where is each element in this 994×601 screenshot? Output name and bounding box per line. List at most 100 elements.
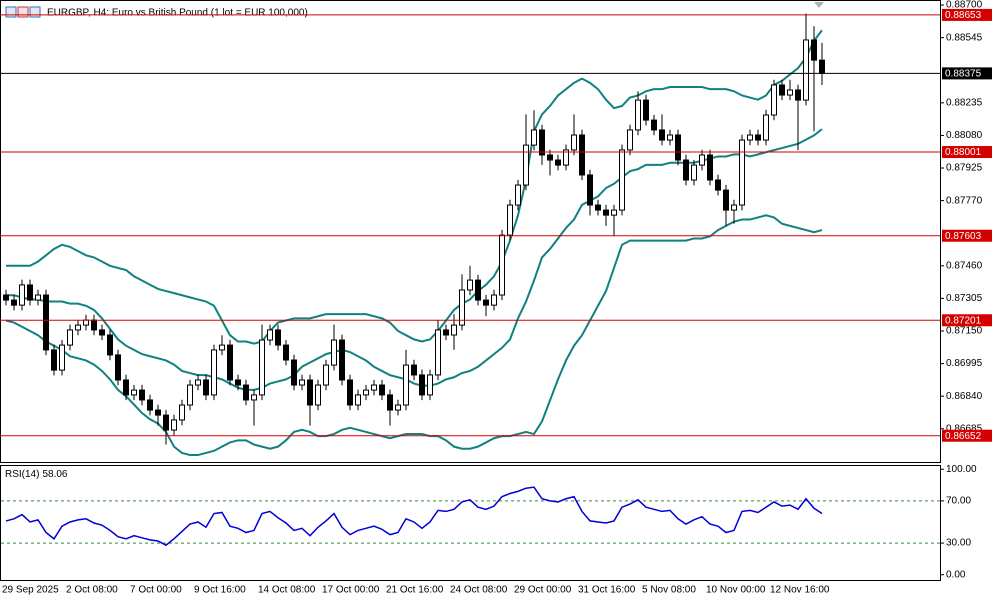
candle-body bbox=[83, 319, 89, 326]
candle-body bbox=[371, 384, 377, 391]
rsi-value: 58.06 bbox=[42, 469, 67, 480]
candle-body bbox=[315, 384, 321, 406]
candle-body bbox=[363, 389, 369, 396]
y-tick-label: 0.87770 bbox=[946, 195, 983, 206]
candle-body bbox=[379, 384, 385, 396]
candle-body bbox=[715, 179, 721, 191]
x-tick-label: 24 Oct 08:00 bbox=[450, 585, 508, 596]
y-tick-label: 0.88235 bbox=[946, 97, 983, 108]
level-label-box bbox=[942, 146, 992, 159]
main-pane bbox=[0, 0, 941, 463]
y-tick-label: 0.87460 bbox=[946, 260, 983, 271]
candle-body bbox=[43, 294, 49, 351]
y-tick-label: 0.88080 bbox=[946, 130, 983, 141]
icon bbox=[17, 6, 29, 18]
candle-body bbox=[819, 59, 825, 74]
candle-body bbox=[507, 204, 513, 236]
candle-body bbox=[155, 409, 161, 416]
x-tick-label: 5 Nov 08:00 bbox=[642, 585, 696, 596]
last-price-box bbox=[942, 67, 992, 80]
x-tick-label: 10 Nov 00:00 bbox=[706, 585, 766, 596]
candle-body bbox=[75, 324, 81, 331]
candle-body bbox=[451, 324, 457, 336]
candle-body bbox=[147, 399, 153, 411]
rsi-tick-label: 100.00 bbox=[946, 464, 977, 475]
candle-body bbox=[683, 159, 689, 181]
candle-body bbox=[811, 39, 817, 61]
candle-body bbox=[267, 329, 273, 341]
candle-body bbox=[467, 279, 473, 291]
x-tick-label: 17 Oct 00:00 bbox=[322, 585, 380, 596]
candle-body bbox=[651, 119, 657, 131]
candle-body bbox=[419, 374, 425, 396]
candle-body bbox=[491, 294, 497, 306]
candle-body bbox=[475, 279, 481, 301]
x-tick-label: 9 Oct 16:00 bbox=[194, 585, 246, 596]
level-label: 0.86652 bbox=[945, 431, 982, 442]
candle-body bbox=[771, 84, 777, 116]
candle-body bbox=[387, 394, 393, 411]
candle-body bbox=[11, 299, 17, 306]
bollinger-lower bbox=[5, 214, 823, 457]
bollinger-upper bbox=[6, 29, 823, 345]
candle-body bbox=[235, 379, 241, 386]
x-tick-label: 14 Oct 08:00 bbox=[258, 585, 316, 596]
y-tick-label: 0.87305 bbox=[946, 293, 983, 304]
candle-body bbox=[667, 134, 673, 141]
candle-body bbox=[131, 389, 137, 396]
candle-body bbox=[243, 384, 249, 401]
x-tick-label: 21 Oct 16:00 bbox=[386, 585, 444, 596]
candle-body bbox=[795, 89, 801, 101]
candle-body bbox=[755, 134, 761, 141]
candle-body bbox=[115, 354, 121, 381]
candle-body bbox=[403, 364, 409, 406]
candle-body bbox=[483, 299, 489, 306]
candle-body bbox=[99, 329, 105, 336]
level-label: 0.87201 bbox=[945, 315, 982, 326]
candle-body bbox=[195, 379, 201, 386]
candle-body bbox=[547, 154, 553, 161]
candle-body bbox=[659, 129, 665, 141]
x-tick-label: 7 Oct 00:00 bbox=[130, 585, 182, 596]
candle-body bbox=[19, 284, 25, 306]
icon bbox=[29, 6, 41, 18]
level-label-box bbox=[942, 8, 992, 21]
candle-body bbox=[595, 204, 601, 211]
candle-body bbox=[59, 344, 65, 371]
y-tick-label: 0.86840 bbox=[946, 391, 983, 402]
candle-body bbox=[299, 379, 305, 386]
last-bar-marker bbox=[814, 2, 824, 8]
candle-body bbox=[107, 334, 113, 356]
candle-body bbox=[603, 209, 609, 216]
candle-body bbox=[123, 379, 129, 396]
x-tick-label: 31 Oct 16:00 bbox=[578, 585, 636, 596]
candle-body bbox=[627, 129, 633, 151]
rsi-name: RSI(14) bbox=[5, 469, 39, 480]
candle-body bbox=[707, 154, 713, 181]
candle-body bbox=[179, 404, 185, 421]
candle-body bbox=[643, 99, 649, 121]
candle-body bbox=[355, 394, 361, 406]
candle-body bbox=[35, 294, 41, 301]
toolbar-icons bbox=[5, 6, 41, 18]
candle-body bbox=[803, 39, 809, 101]
y-tick-label: 0.88700 bbox=[946, 0, 983, 11]
rsi-pane bbox=[0, 465, 941, 581]
chart-title: EURGBP, H4: Euro vs British Pound (1 lot… bbox=[47, 8, 308, 19]
candle-body bbox=[675, 134, 681, 161]
candle-body bbox=[699, 154, 705, 166]
candle-body bbox=[411, 364, 417, 376]
candle-body bbox=[435, 329, 441, 376]
rsi-label: RSI(14) 58.06 bbox=[5, 469, 68, 480]
rsi-tick-label: 70.00 bbox=[946, 496, 971, 507]
x-tick-label: 29 Oct 00:00 bbox=[514, 585, 572, 596]
candle-body bbox=[619, 149, 625, 211]
level-label: 0.88001 bbox=[945, 147, 982, 158]
candle-body bbox=[291, 359, 297, 386]
candle-body bbox=[515, 184, 521, 206]
candle-body bbox=[339, 339, 345, 381]
icon bbox=[5, 6, 17, 18]
candle-body bbox=[227, 344, 233, 381]
candle-body bbox=[539, 129, 545, 156]
